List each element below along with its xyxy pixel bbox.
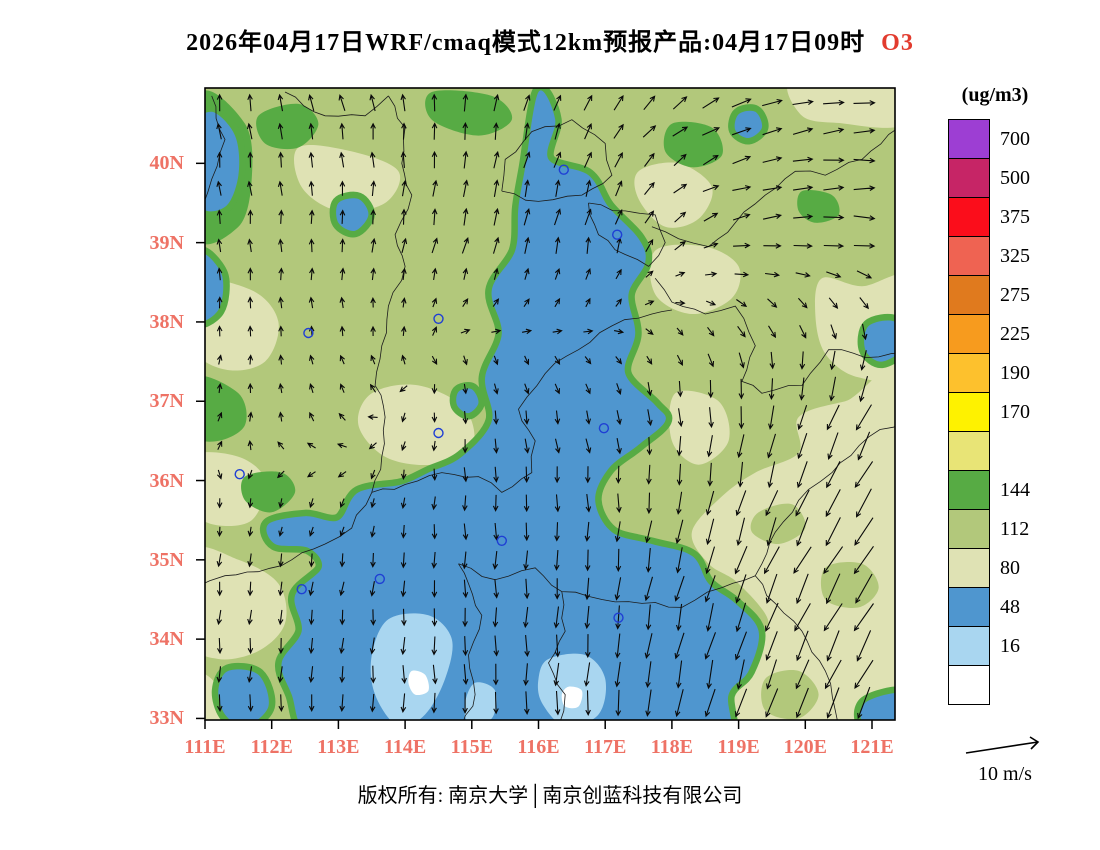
city-marker	[433, 427, 444, 439]
city-marker	[374, 573, 386, 585]
legend-entry: 48	[948, 587, 1030, 627]
legend-entry: 170	[948, 392, 1030, 432]
legend-color-swatch	[948, 626, 990, 666]
lon-axis-label: 114E	[383, 736, 427, 758]
lat-axis-label: 34N	[149, 628, 184, 651]
city-marker	[598, 423, 610, 434]
lon-axis-label: 113E	[317, 736, 360, 758]
legend-value-label: 225	[1000, 322, 1030, 345]
lat-axis-label: 33N	[149, 707, 184, 730]
city-marker	[234, 469, 245, 480]
color-scale-legend: 700 500 375 325 275 225 190 170 144 112 80 48 16	[948, 119, 1030, 705]
legend-entry	[948, 431, 1030, 471]
city-marker	[433, 313, 444, 325]
lon-axis-label: 116E	[517, 736, 560, 758]
legend-entry: 16	[948, 626, 1030, 666]
copyright-footer: 版权所有: 南京大学│南京创蓝科技有限公司	[357, 785, 743, 807]
page-title: 2026年04月17日WRF/cmaq模式12km预报产品:04月17日09时 O…	[0, 22, 1100, 57]
legend-color-swatch	[948, 587, 990, 627]
legend-color-swatch	[948, 236, 990, 276]
lon-axis-label: 120E	[783, 736, 827, 758]
legend-entry: 500	[948, 158, 1030, 198]
city-marker	[296, 584, 307, 595]
lat-axis-label: 40N	[149, 152, 184, 175]
wind-scale-reference: 10 m/s	[942, 734, 1068, 786]
legend-entry: 190	[948, 353, 1030, 393]
legend-value-label: 700	[1000, 127, 1030, 150]
city-marker	[613, 612, 624, 623]
legend-color-swatch	[948, 509, 990, 549]
lat-axis-label: 35N	[149, 548, 184, 571]
legend-value-label: 16	[1000, 634, 1020, 657]
map-frame	[196, 87, 896, 729]
legend-value-label: 170	[1000, 400, 1030, 423]
legend-entry: 80	[948, 548, 1030, 588]
title-text: 2026年04月17日WRF/cmaq模式12km预报产品:04月17日09时	[186, 30, 866, 56]
lat-axis-label: 37N	[149, 390, 184, 413]
forecast-map	[196, 87, 896, 729]
wind-vector-layer	[216, 93, 876, 720]
legend-entry	[948, 665, 1030, 705]
wind-scale-arrow-icon	[965, 736, 1040, 754]
legend-color-swatch	[948, 431, 990, 471]
legend-value-label: 112	[1000, 517, 1030, 540]
lon-axis-label: 117E	[584, 736, 627, 758]
legend-entry: 325	[948, 236, 1030, 276]
legend-color-swatch	[948, 158, 990, 198]
city-marker	[558, 164, 569, 175]
city-marker	[303, 327, 314, 339]
city-marker	[612, 229, 623, 240]
legend-entry: 144	[948, 470, 1030, 510]
legend-entry: 112	[948, 509, 1030, 549]
legend-entry: 275	[948, 275, 1030, 315]
legend-value-label: 48	[1000, 595, 1020, 618]
legend-color-swatch	[948, 392, 990, 432]
legend-value-label: 500	[1000, 166, 1030, 189]
legend-value-label: 275	[1000, 283, 1030, 306]
pollutant-label: O3	[881, 30, 914, 56]
legend-value-label: 144	[1000, 478, 1030, 501]
contour-fill-layer	[205, 88, 895, 720]
legend-color-swatch	[948, 119, 990, 159]
lat-axis-label: 36N	[149, 469, 184, 492]
legend-color-swatch	[948, 353, 990, 393]
lon-axis-label: 121E	[850, 736, 894, 758]
legend-value-label: 375	[1000, 205, 1030, 228]
legend-color-swatch	[948, 314, 990, 354]
legend-color-swatch	[948, 665, 990, 705]
legend-color-swatch	[948, 197, 990, 237]
lon-axis-label: 115E	[450, 736, 493, 758]
legend-value-label: 190	[1000, 361, 1030, 384]
lon-axis-label: 118E	[650, 736, 694, 758]
legend-entry: 375	[948, 197, 1030, 237]
lon-axis-label: 112E	[250, 736, 293, 758]
lat-axis-label: 38N	[149, 310, 184, 333]
lon-axis-label: 111E	[184, 736, 226, 758]
legend-entry: 700	[948, 119, 1030, 159]
wind-scale-label: 10 m/s	[978, 763, 1032, 785]
lat-axis-label: 39N	[149, 231, 184, 254]
legend-color-swatch	[948, 275, 990, 315]
legend-color-swatch	[948, 548, 990, 588]
city-markers	[234, 164, 624, 623]
lon-axis-label: 119E	[717, 736, 760, 758]
city-marker	[496, 535, 507, 546]
legend-color-swatch	[948, 470, 990, 510]
legend-entry: 225	[948, 314, 1030, 354]
legend-unit-label: (ug/m3)	[961, 84, 1029, 106]
legend-value-label: 325	[1000, 244, 1030, 267]
legend-value-label: 80	[1000, 556, 1020, 579]
